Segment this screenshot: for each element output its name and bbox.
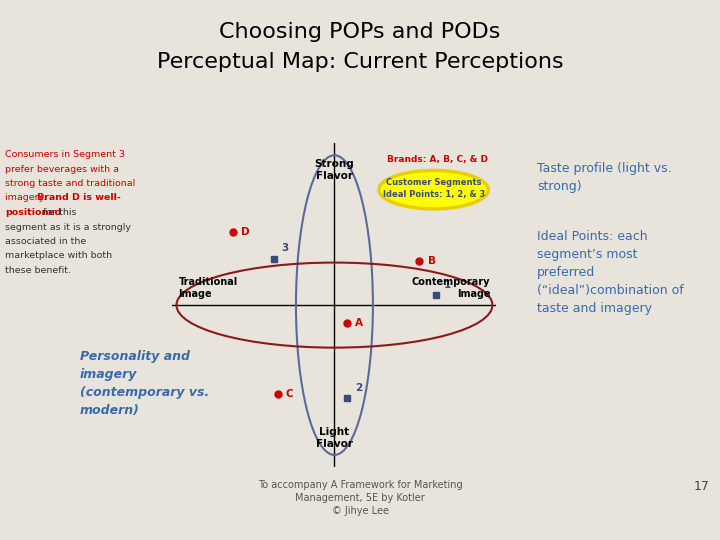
Ellipse shape <box>379 171 488 209</box>
Text: strong taste and traditional: strong taste and traditional <box>5 179 135 188</box>
Text: Contemporary
Image: Contemporary Image <box>412 278 490 299</box>
Text: segment as it is a strongly: segment as it is a strongly <box>5 222 131 232</box>
Text: Choosing POPs and PODs: Choosing POPs and PODs <box>220 22 500 42</box>
Text: To accompany A Framework for Marketing
Management, 5E by Kotler
© Jihye Lee: To accompany A Framework for Marketing M… <box>258 480 462 516</box>
Text: imagery.: imagery. <box>5 193 49 202</box>
Text: 3: 3 <box>282 244 289 253</box>
Text: 1: 1 <box>444 280 451 290</box>
Text: these benefit.: these benefit. <box>5 266 71 275</box>
Text: 2: 2 <box>355 383 362 393</box>
Text: Consumers in Segment 3: Consumers in Segment 3 <box>5 150 125 159</box>
Text: A: A <box>355 318 363 328</box>
Text: positioned: positioned <box>5 208 61 217</box>
Text: associated in the: associated in the <box>5 237 86 246</box>
Text: prefer beverages with a: prefer beverages with a <box>5 165 119 173</box>
Text: Perceptual Map: Current Perceptions: Perceptual Map: Current Perceptions <box>157 52 563 72</box>
Text: Taste profile (light vs.
strong): Taste profile (light vs. strong) <box>537 162 672 193</box>
Text: for this: for this <box>40 208 77 217</box>
Text: Customer Segments
Ideal Points: 1, 2, & 3: Customer Segments Ideal Points: 1, 2, & … <box>382 178 485 199</box>
Text: B: B <box>428 255 436 266</box>
Text: D: D <box>241 227 250 237</box>
Text: Personality and
imagery
(contemporary vs.
modern): Personality and imagery (contemporary vs… <box>80 350 210 417</box>
Text: Ideal Points: each
segment’s most
preferred
(“ideal”)combination of
taste and im: Ideal Points: each segment’s most prefer… <box>537 230 684 315</box>
Text: Brand D is well-: Brand D is well- <box>37 193 120 202</box>
Text: Light
Flavor: Light Flavor <box>316 427 353 449</box>
Text: 17: 17 <box>694 480 710 493</box>
Text: Strong
Flavor: Strong Flavor <box>315 159 354 181</box>
Text: C: C <box>286 389 294 399</box>
Text: marketplace with both: marketplace with both <box>5 252 112 260</box>
Text: Traditional
Image: Traditional Image <box>179 278 238 299</box>
Text: Brands: A, B, C, & D: Brands: A, B, C, & D <box>387 156 488 164</box>
